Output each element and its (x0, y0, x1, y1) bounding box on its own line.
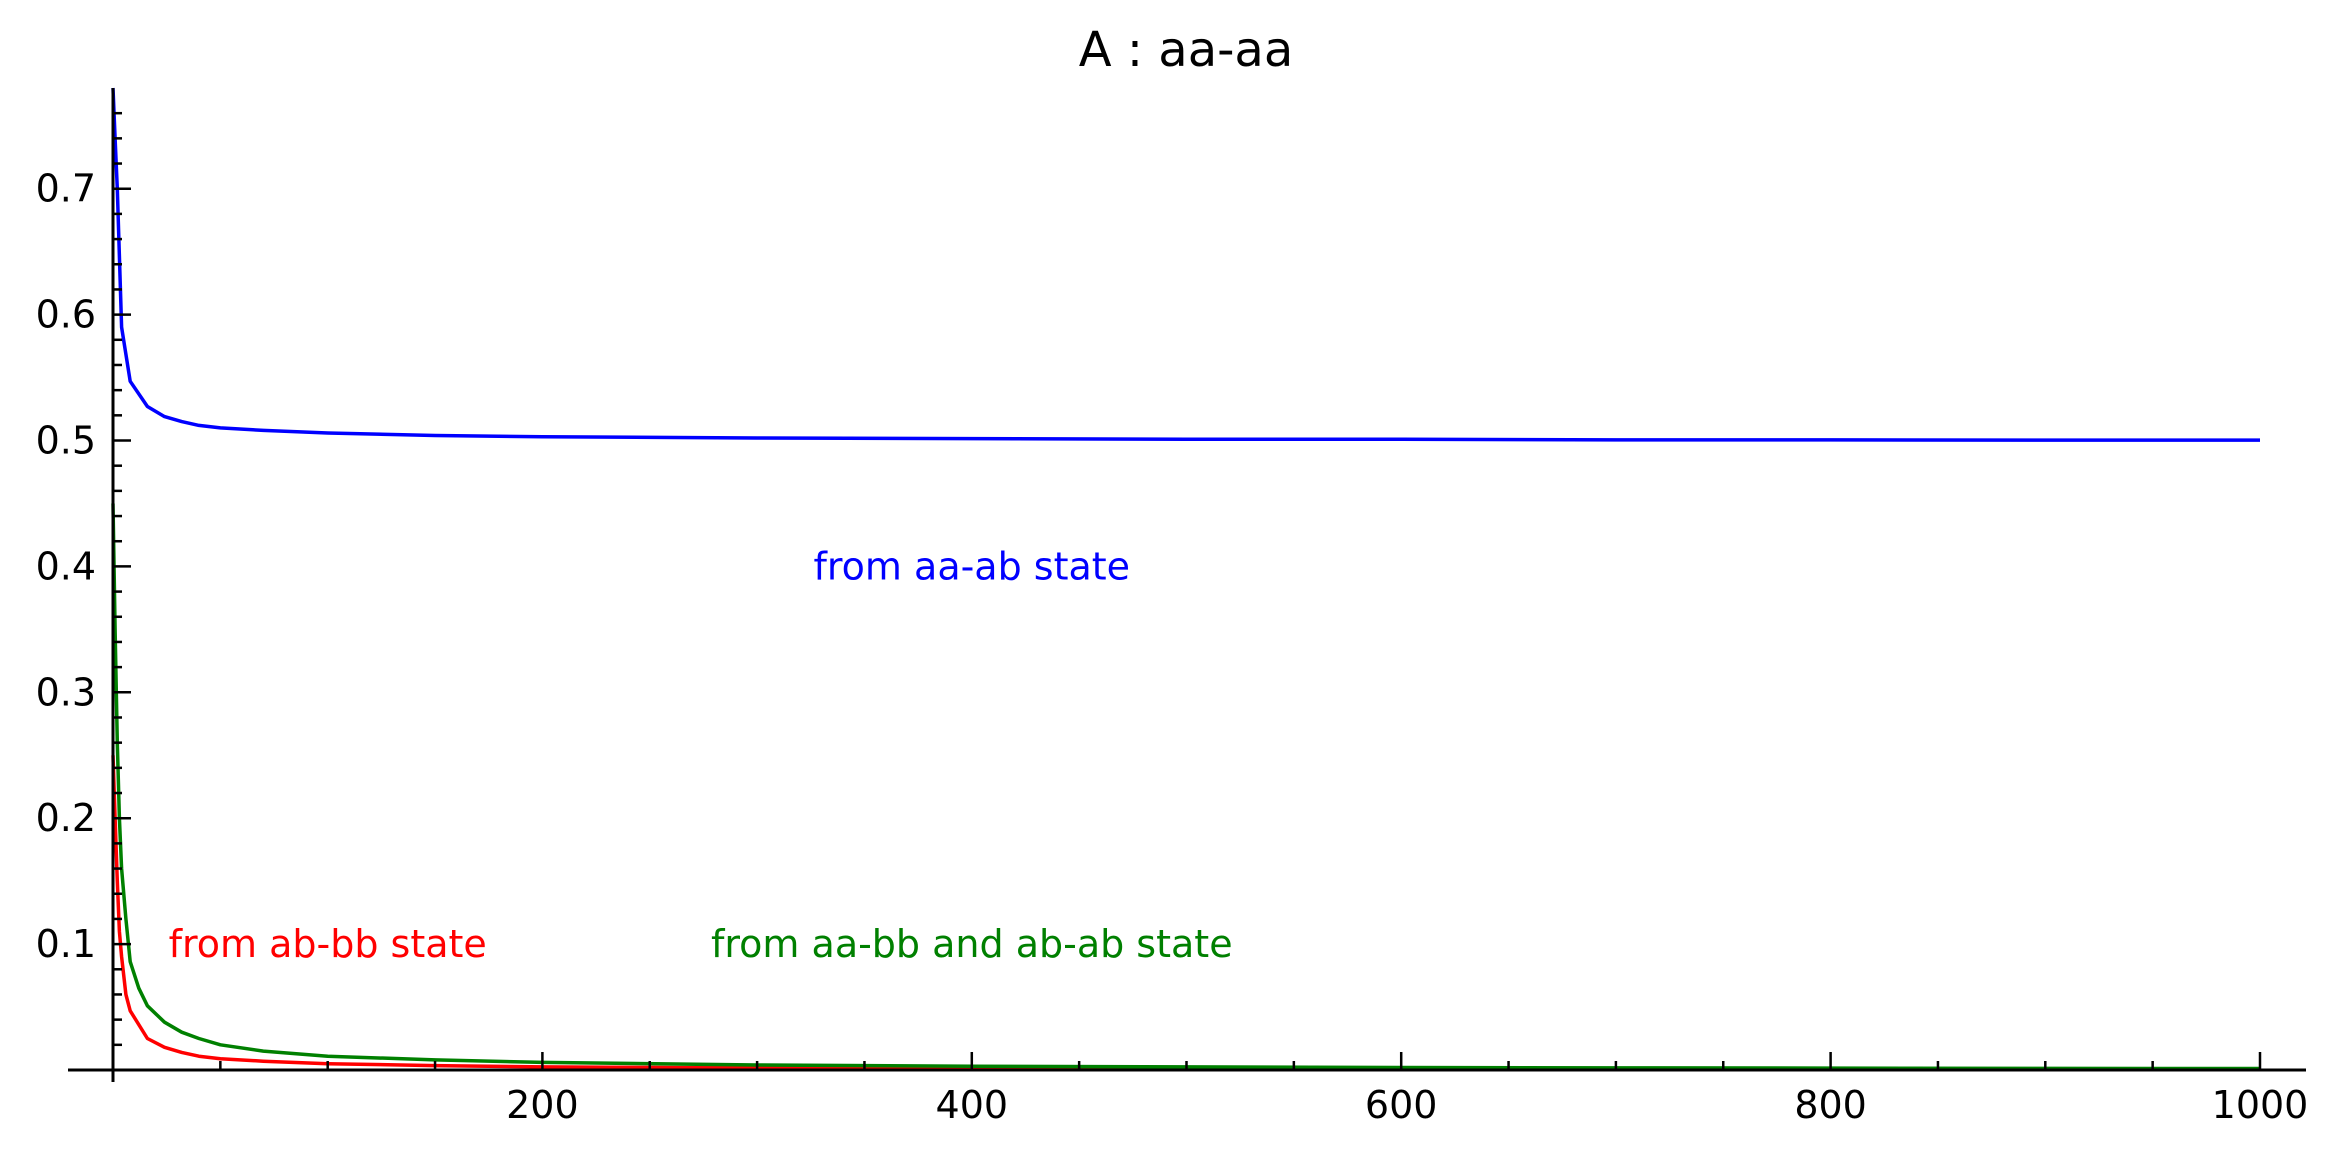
x-tick-label: 1000 (2212, 1083, 2309, 1127)
series-line-2 (111, 755, 2261, 1072)
y-tick-label: 0.4 (36, 544, 96, 588)
x-tick-label: 400 (936, 1083, 1009, 1127)
y-tick-label: 0.5 (36, 419, 96, 463)
x-tick-label: 800 (1794, 1083, 1867, 1127)
chart-title: A : aa-aa (1079, 22, 1294, 78)
x-tick-label: 600 (1365, 1083, 1438, 1127)
annotation-1: from aa-ab state (814, 544, 1131, 588)
y-tick-label: 0.2 (36, 796, 96, 840)
y-tick-label: 0.3 (36, 670, 96, 714)
annotation-2: from ab-bb state (169, 922, 487, 966)
annotation-3: from aa-bb and ab-ab state (711, 922, 1233, 966)
series-line-3 (111, 503, 2261, 1071)
x-tick-label: 200 (506, 1083, 579, 1127)
series-line-1 (111, 87, 2260, 442)
y-tick-label: 0.6 (36, 293, 96, 337)
annotations-layer: from aa-ab state from ab-bb state from aa-… (169, 544, 1233, 966)
axes-layer: 200 400 600 800 1000 0.1 0.2 0.3 0.4 0.5 0.6 0.7 (36, 88, 2309, 1127)
y-tick-label: 0.7 (36, 167, 96, 211)
y-tick-label: 0.1 (36, 922, 96, 966)
